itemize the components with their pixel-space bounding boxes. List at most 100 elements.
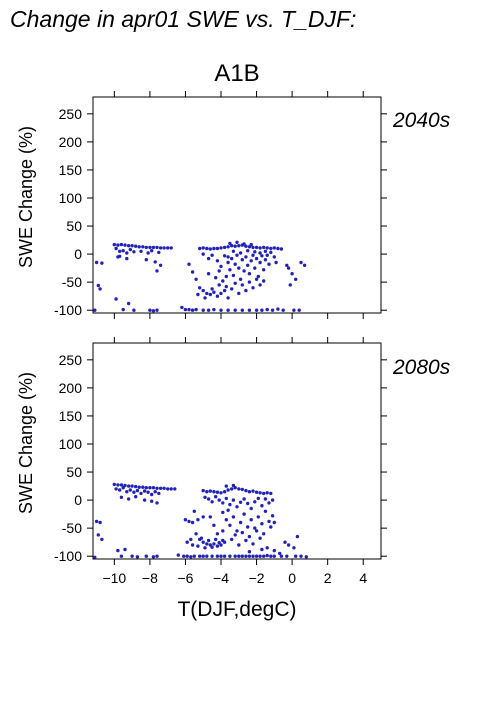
data-point xyxy=(286,266,291,270)
plot-frame xyxy=(92,96,382,314)
data-point xyxy=(237,244,241,248)
data-point xyxy=(151,486,156,490)
data-point xyxy=(112,242,117,247)
data-point xyxy=(116,548,120,553)
data-point xyxy=(246,249,250,253)
data-point xyxy=(100,537,104,542)
data-point xyxy=(203,495,207,499)
data-point xyxy=(215,246,220,251)
data-point xyxy=(134,495,138,499)
data-point xyxy=(189,555,193,559)
x-axis-label: T(DJF,degC) xyxy=(177,598,296,621)
data-point xyxy=(155,501,159,505)
data-point xyxy=(253,526,257,530)
data-point xyxy=(290,272,294,276)
data-point xyxy=(240,487,244,492)
data-point xyxy=(135,488,140,493)
data-point xyxy=(201,515,205,519)
data-point xyxy=(206,497,211,501)
data-point xyxy=(98,520,102,525)
data-point xyxy=(137,245,141,249)
data-point xyxy=(258,251,262,255)
data-point xyxy=(285,554,289,558)
data-point xyxy=(128,488,132,492)
data-point xyxy=(121,249,125,253)
data-point xyxy=(212,542,216,546)
data-point xyxy=(150,499,154,503)
data-point xyxy=(244,288,248,293)
data-point xyxy=(137,485,141,489)
y-tick-label: 150 xyxy=(59,408,83,424)
data-point xyxy=(299,260,303,265)
data-point xyxy=(219,308,223,312)
data-point xyxy=(192,554,196,558)
data-point xyxy=(141,485,145,489)
data-point xyxy=(212,290,216,294)
data-point xyxy=(148,308,152,312)
data-point xyxy=(148,486,152,490)
data-point xyxy=(240,530,244,535)
data-point xyxy=(254,308,259,312)
x-tick-label: −4 xyxy=(213,570,229,586)
data-point xyxy=(258,283,262,287)
data-point xyxy=(196,518,200,522)
data-point xyxy=(121,307,125,312)
data-point xyxy=(153,490,157,494)
data-point xyxy=(121,486,125,490)
data-point xyxy=(272,548,276,553)
data-point xyxy=(219,554,223,558)
data-point xyxy=(262,245,266,250)
data-point xyxy=(235,529,239,533)
data-point xyxy=(224,274,228,279)
data-point xyxy=(201,554,205,558)
data-point xyxy=(294,277,298,281)
data-point xyxy=(150,249,154,253)
data-point xyxy=(251,554,255,558)
data-point xyxy=(254,277,259,281)
data-point xyxy=(247,550,252,554)
data-point xyxy=(206,538,211,543)
data-point xyxy=(247,490,252,494)
data-point xyxy=(278,551,282,556)
data-point xyxy=(130,244,134,248)
data-point xyxy=(246,501,250,506)
data-point xyxy=(231,249,236,253)
data-point xyxy=(155,308,159,312)
data-point xyxy=(116,483,120,487)
data-point xyxy=(210,554,214,558)
data-point xyxy=(240,308,244,312)
data-point xyxy=(219,543,223,547)
data-point xyxy=(201,246,205,250)
data-point xyxy=(96,283,101,288)
data-point xyxy=(246,525,250,529)
data-point xyxy=(260,504,264,508)
data-point xyxy=(231,515,236,519)
data-point xyxy=(201,252,205,256)
x-tick-label: −6 xyxy=(177,570,193,586)
data-point xyxy=(185,540,189,544)
data-point xyxy=(205,542,209,546)
data-point xyxy=(190,270,195,274)
data-point xyxy=(148,245,152,250)
data-point xyxy=(185,554,189,558)
data-point xyxy=(260,254,264,258)
data-point xyxy=(125,251,129,255)
data-point xyxy=(162,246,166,250)
data-point xyxy=(146,490,150,494)
y-tick-label: -50 xyxy=(62,274,82,290)
data-point xyxy=(194,277,198,281)
data-point xyxy=(262,491,266,496)
data-point xyxy=(270,514,275,518)
data-point xyxy=(157,250,161,255)
data-point xyxy=(210,287,214,291)
data-point xyxy=(215,490,220,494)
data-point xyxy=(125,256,129,261)
y-axis-label: SWE Change (%) xyxy=(16,126,36,268)
data-point xyxy=(155,554,159,558)
data-point xyxy=(222,288,227,293)
data-point xyxy=(212,246,216,251)
data-point xyxy=(190,543,195,547)
data-point xyxy=(256,274,260,279)
data-point xyxy=(269,246,273,251)
data-point xyxy=(187,519,191,524)
